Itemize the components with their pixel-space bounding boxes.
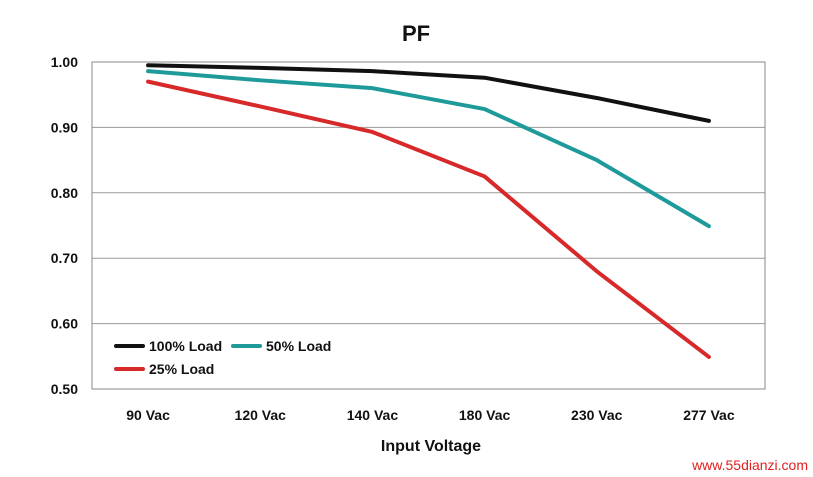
series-line-100-load — [146, 63, 711, 123]
x-tick-label: 277 Vac — [683, 407, 735, 423]
y-axis-ticks: 1.00 0.90 0.80 0.70 0.60 0.50 — [51, 54, 78, 397]
x-axis-label: Input Voltage — [381, 438, 481, 455]
x-axis-ticks: 90 Vac 120 Vac 140 Vac 180 Vac 230 Vac 277 Va… — [126, 407, 735, 423]
y-tick-label: 0.80 — [51, 185, 78, 201]
watermark-text: www.55dianzi.com — [691, 457, 808, 473]
series-line-50-load — [146, 69, 711, 229]
x-tick-label: 120 Vac — [235, 407, 287, 423]
legend: 100% Load 50% Load 25% Load — [114, 338, 331, 377]
y-tick-label: 0.70 — [51, 250, 78, 266]
series-lines — [146, 63, 711, 359]
x-tick-label: 140 Vac — [347, 407, 399, 423]
y-tick-label: 0.60 — [51, 316, 78, 332]
legend-label: 50% Load — [266, 338, 331, 354]
y-tick-label: 0.50 — [51, 381, 78, 397]
legend-label: 100% Load — [149, 338, 222, 354]
y-tick-label: 0.90 — [51, 119, 78, 135]
plot-frame — [91, 61, 766, 390]
x-tick-label: 90 Vac — [126, 407, 170, 423]
x-tick-label: 180 Vac — [459, 407, 511, 423]
legend-label: 25% Load — [149, 361, 214, 377]
series-line-25-load — [146, 79, 711, 359]
chart-title: PF — [402, 21, 430, 46]
x-tick-label: 230 Vac — [571, 407, 623, 423]
y-tick-label: 1.00 — [51, 54, 78, 70]
